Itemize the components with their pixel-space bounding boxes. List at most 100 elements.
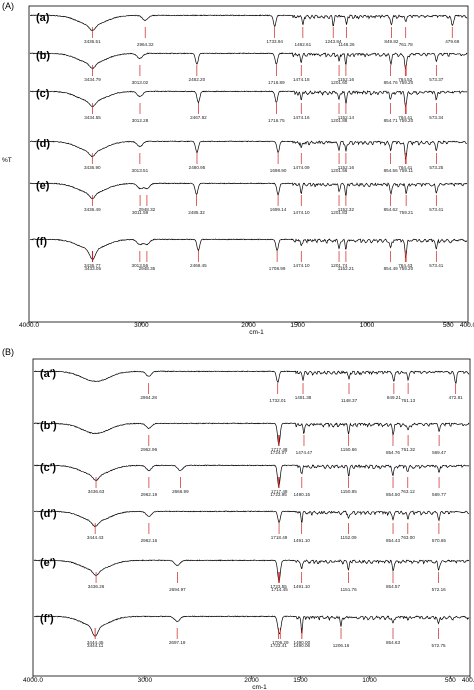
peak-label: 761.32	[401, 447, 415, 452]
x-axis-title: cm-1	[249, 329, 264, 336]
peak-label: 854.43	[386, 538, 400, 543]
peak-label: 1243.84	[325, 39, 342, 44]
peak-label: 1474.09	[293, 165, 310, 170]
spectrum-line	[29, 238, 468, 261]
peak-label: 1491.10	[293, 584, 310, 589]
peak-label: 761.13	[401, 398, 415, 403]
peak-label: 3012.28	[132, 118, 149, 123]
x-tick-label: 2000	[244, 677, 259, 684]
peak-label: 3013.51	[132, 168, 149, 173]
spectrum-3: (d) 3436.90 3013.51 2480.95 1698.90 1474.09 12…	[30, 138, 468, 173]
peak-label: 1201.60	[331, 80, 348, 85]
peak-label: 2485.32	[188, 210, 205, 215]
peak-label: 1148.37	[341, 398, 358, 403]
panel-b: (B) 4000.0 3000 2000 1500 1000 500 400.0 cm-1 (a′…	[2, 347, 474, 690]
peak-label: 1152.14	[338, 115, 355, 120]
peak-label: 2948.35	[139, 266, 156, 271]
peak-label: 2482.20	[189, 77, 206, 82]
peak-label: 1481.38	[295, 395, 312, 400]
spectrum-line	[29, 182, 468, 200]
x-tick-label: 2000	[241, 322, 256, 329]
peak-label: 1152.09	[340, 535, 357, 540]
spectrum-line	[30, 140, 468, 160]
series-label: (d′)	[40, 508, 57, 520]
series-label: (a′)	[40, 368, 56, 380]
peak-label: 1474.18	[293, 77, 310, 82]
series-label: (c)	[36, 88, 50, 100]
peak-label: 854.71	[384, 118, 398, 123]
peak-label: 1490.00	[294, 640, 311, 645]
peak-label: 1699.14	[270, 207, 287, 212]
series-label: (c′)	[40, 462, 56, 474]
peak-label: 573.41	[429, 207, 443, 212]
x-tick-label: 400.0	[460, 322, 474, 329]
peak-label: 472.81	[449, 395, 463, 400]
peak-label: 3436.77	[84, 263, 101, 268]
x-tick-label: 3000	[138, 677, 153, 684]
peak-label: 3436.90	[84, 165, 101, 170]
peak-label: 1474.16	[293, 115, 310, 120]
peak-label: 1474.47	[296, 450, 313, 455]
peak-label: 854.50	[386, 492, 400, 497]
peak-label: 759.20	[399, 266, 413, 271]
peak-label: 3434.55	[84, 115, 101, 120]
peak-label: 3444.43	[87, 535, 104, 540]
peak-label: 854.56	[384, 168, 398, 173]
peak-label: 2467.82	[190, 115, 207, 120]
peak-label: 2697.19	[169, 640, 186, 645]
spectrum-0: (a) 3436.51 2964.32 1733.94 1482.61 1243.8411…	[29, 12, 468, 47]
peak-label: 854.62	[384, 207, 398, 212]
peak-label: 3436.63	[88, 489, 105, 494]
peak-label: 2666.99	[172, 489, 189, 494]
peak-label: 1490.06	[294, 643, 311, 648]
x-tick-label: 1000	[360, 322, 375, 329]
peak-label: 2962.16	[141, 538, 158, 543]
peak-label: 2948.32	[139, 207, 156, 212]
peak-label: 1714.45	[271, 587, 288, 592]
peak-label: 761.78	[399, 42, 413, 47]
peak-label: 1723.41	[270, 643, 287, 648]
peak-label: 763.00	[401, 535, 415, 540]
peak-label: 1708.99	[269, 266, 286, 271]
peak-label: 1490.15	[293, 492, 310, 497]
peak-label: 3436.49	[84, 207, 101, 212]
peak-label: 759.21	[399, 210, 413, 215]
peak-label: 1201.88	[331, 118, 348, 123]
series-label: (a)	[36, 12, 50, 24]
series-label: (f)	[36, 236, 47, 248]
plot-frame	[32, 358, 471, 677]
peak-label: 2480.95	[189, 165, 206, 170]
peak-label: 1152.32	[338, 207, 355, 212]
peak-label: 3436.26	[88, 584, 105, 589]
peak-label: 573.37	[429, 77, 443, 82]
panel-a: (A) 4000.0 3000 2000 1500 1000 500 400.0 cm-1 %T (…	[2, 1, 474, 336]
peak-label: 854.57	[386, 584, 400, 589]
spectrum-line	[29, 90, 468, 107]
peak-label: 849.21	[387, 395, 401, 400]
panel-label: (A)	[2, 1, 14, 11]
x-tick-label: 500	[443, 322, 454, 329]
peak-label: 1206.16	[333, 643, 350, 648]
peak-label: 3434.79	[84, 77, 101, 82]
peak-label: 2694.97	[169, 587, 186, 592]
spectrum-line	[33, 615, 470, 638]
spectrum-line	[33, 422, 470, 446]
peak-label: 1733.94	[266, 39, 283, 44]
peak-label: 572.75	[432, 643, 446, 648]
series-label: (e)	[36, 180, 50, 192]
peak-label: 1724.07	[270, 450, 287, 455]
peak-label: 3013.56	[132, 263, 149, 268]
peak-label: 1718.49	[271, 535, 288, 540]
peak-label: 854.76	[384, 80, 398, 85]
x-tick-label: 1000	[362, 677, 377, 684]
peak-label: 1491.10	[293, 538, 310, 543]
peak-label: 1698.90	[270, 168, 287, 173]
x-tick-label: 3000	[134, 322, 149, 329]
peak-label: 1474.10	[293, 263, 310, 268]
x-tick-label: 4000.0	[19, 322, 39, 329]
peak-label: 569.77	[432, 492, 446, 497]
peak-label: 764.41	[398, 115, 412, 120]
